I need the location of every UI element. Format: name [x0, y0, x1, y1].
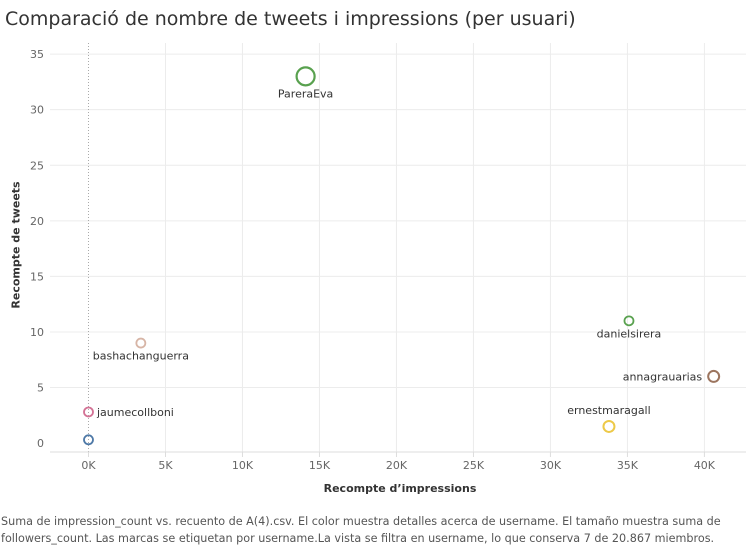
chart-caption: Suma de impression_count vs. recuento de… — [1, 515, 721, 545]
y-axis-label: Recompte de tweets — [9, 181, 23, 309]
x-tick-label: 20K — [386, 459, 408, 472]
point-label: ernestmaragall — [567, 404, 650, 417]
chart-title: Comparació de nombre de tweets i impress… — [5, 8, 576, 30]
y-tick-label: 15 — [30, 270, 44, 283]
y-tick-label: 25 — [30, 159, 44, 172]
x-tick-label: 15K — [309, 459, 331, 472]
x-tick-label: 25K — [463, 459, 485, 472]
scatter-point-bashachanguerra[interactable] — [135, 337, 147, 349]
scatter-point-pareraeva[interactable] — [295, 66, 316, 87]
scatter-point-annagrauarias[interactable] — [707, 369, 721, 383]
x-tick-label: 35K — [617, 459, 639, 472]
y-tick-label: 10 — [30, 326, 44, 339]
point-label: jaumecollboni — [96, 406, 174, 419]
scatter-point-danielsirera[interactable] — [623, 315, 635, 327]
y-tick-label: 35 — [30, 48, 44, 61]
x-axis-label: Recompte d’impressions — [323, 482, 477, 495]
x-tick-label: 10K — [232, 459, 254, 472]
x-tick-label: 5K — [158, 459, 173, 472]
y-tick-label: 5 — [37, 382, 44, 395]
point-label: annagrauarias — [623, 370, 703, 383]
y-tick-label: 0 — [37, 437, 44, 450]
scatter-point-jaumecollboni[interactable] — [83, 406, 94, 418]
scatter-point-unlabeled[interactable] — [83, 434, 94, 446]
point-label: PareraEva — [278, 87, 333, 100]
y-tick-label: 20 — [30, 215, 44, 228]
scatter-point-ernestmaragall[interactable] — [602, 419, 616, 433]
x-tick-label: 0K — [81, 459, 96, 472]
point-label: danielsirera — [597, 327, 662, 340]
point-label: bashachanguerra — [93, 350, 189, 363]
y-tick-label: 30 — [30, 104, 44, 117]
x-tick-label: 40K — [694, 459, 716, 472]
x-tick-label: 30K — [540, 459, 562, 472]
